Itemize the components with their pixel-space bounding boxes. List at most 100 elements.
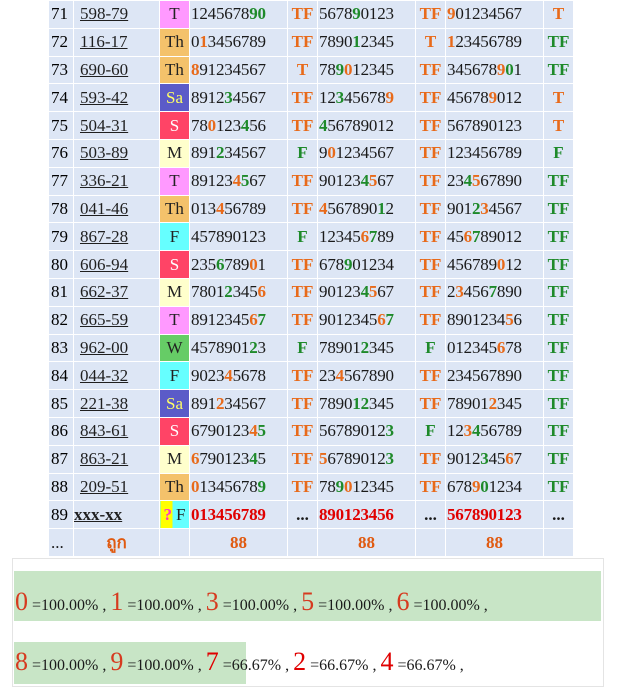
percent-digit: 3 [205, 587, 219, 616]
digit-set-2: 567890123 [317, 0, 416, 29]
tf-flag-3: TF [543, 277, 574, 307]
digit-set-2: 456789012 [317, 194, 416, 224]
result-code[interactable]: 863-21 [73, 444, 160, 474]
percent-value: =100.00% [123, 657, 198, 674]
digit-set-2: 789012345 [317, 333, 416, 363]
result-code[interactable]: 504-31 [73, 111, 160, 140]
tf-flag-1: TF [287, 277, 318, 307]
result-code[interactable]: 665-59 [73, 305, 160, 335]
row-number: 87 [48, 444, 74, 474]
row-number: 83 [48, 333, 74, 363]
digit-set-2: 678901234 [317, 250, 416, 279]
tf-flag-1: TF [287, 444, 318, 474]
digit-set-3: 678901234 [445, 472, 544, 502]
prediction-row: 89 xxx-xx? F 013456789... 890123456... 567890… [48, 500, 574, 530]
digit-set-1: 124567890 [189, 0, 288, 29]
row-number: 88 [48, 472, 74, 502]
result-code[interactable]: 044-32 [73, 361, 160, 391]
result-code[interactable]: 116-17 [73, 27, 160, 57]
result-code[interactable]: 606-94 [73, 250, 160, 279]
digit-set-3: 456789012 [445, 250, 544, 279]
result-code[interactable]: 598-79 [73, 0, 160, 29]
tf-flag-1: TF [287, 83, 318, 113]
tf-flag-2: TF [415, 166, 446, 196]
tf-flag-1: TF [287, 250, 318, 279]
digit-set-1: 679012345 [189, 416, 288, 446]
table-row: 83 962-00 W 457890123 F 789012345 F 012345678 TF [48, 333, 574, 363]
percent-digit: 0 [15, 587, 28, 616]
percent-separator: , [102, 657, 111, 674]
digit-set-1: 891234567 [189, 305, 288, 335]
day-badge: F [159, 361, 190, 391]
result-code[interactable]: 041-46 [73, 194, 160, 224]
percent-value: =100.00% [123, 597, 198, 614]
tf-flag-3: TF [543, 27, 574, 57]
digit-set-2: 789012345 [317, 472, 416, 502]
day-badge: Th [159, 194, 190, 224]
percentage-line-2: 8 =100.00% , 9 =100.00% , 7 =66.67% , 2 … [15, 647, 464, 677]
summary-empty [415, 528, 446, 557]
summary-count-2: 88 [317, 528, 416, 557]
result-code[interactable]: 209-51 [73, 472, 160, 502]
summary-count-1: 88 [189, 528, 288, 557]
percent-value: =100.00% [28, 657, 103, 674]
tf-flag-1: F [287, 222, 318, 252]
tf-flag-2: TF [415, 194, 446, 224]
result-code[interactable]: 336-21 [73, 166, 160, 196]
digit-set-2: 789012345 [317, 27, 416, 57]
result-code[interactable]: 662-37 [73, 277, 160, 307]
summary-empty [543, 528, 574, 557]
results-table: 71 598-79 T 124567890 TF 567890123 TF 901234567… [48, 0, 574, 557]
tf-flag-2: TF [415, 250, 446, 279]
tf-flag-2: TF [415, 55, 446, 85]
day-badge: Th [159, 27, 190, 57]
digit-set-3: 123456789 [445, 416, 544, 446]
day-badge: T [159, 305, 190, 335]
tf-flag-3: TF [543, 361, 574, 391]
percent-separator: , [285, 657, 294, 674]
tf-flag-1: TF [287, 111, 318, 140]
percent-separator: , [197, 597, 206, 614]
digit-set-2: 456789012 [317, 111, 416, 140]
day-badge: S [159, 416, 190, 446]
tf-flag-1: F [287, 333, 318, 363]
result-code[interactable]: 867-28 [73, 222, 160, 252]
tf-flag-3: TF [543, 222, 574, 252]
tf-flag-3: TF [543, 472, 574, 502]
day-badge: S [159, 250, 190, 279]
summary-count-3: 88 [445, 528, 544, 557]
result-code[interactable]: 843-61 [73, 416, 160, 446]
tf-flag-1: TF [287, 0, 318, 29]
results-table-body: 71 598-79 T 124567890 TF 567890123 TF 901234567… [48, 0, 574, 557]
tf-flag-3: TF [543, 333, 574, 363]
row-number: 71 [48, 0, 74, 29]
day-badge: T [159, 0, 190, 29]
result-code[interactable]: 690-60 [73, 55, 160, 85]
highlight-band-line1 [14, 571, 601, 621]
day-badge: ? F [159, 500, 190, 530]
percent-digit: 5 [301, 587, 315, 616]
result-code[interactable]: 221-38 [73, 389, 160, 418]
row-number: 79 [48, 222, 74, 252]
percent-separator: , [293, 597, 302, 614]
tf-flag-3: T [543, 111, 574, 140]
tf-flag-1: TF [287, 305, 318, 335]
table-row: 75 504-31 S 780123456 TF 456789012 TF 567890123… [48, 111, 574, 140]
tf-flag-2: TF [415, 111, 446, 140]
row-number: 73 [48, 55, 74, 85]
tf-flag-2: F [415, 416, 446, 446]
result-code[interactable]: 962-00 [73, 333, 160, 363]
table-row: 76 503-89 M 891234567 F 901234567 TF 123456789 F [48, 138, 574, 168]
tf-flag-1: TF [287, 27, 318, 57]
tf-flag-3: TF [543, 416, 574, 446]
digit-set-1: 013456789 [189, 27, 288, 57]
predicted-code[interactable]: xxx-xx [73, 500, 160, 530]
tf-flag-2: TF [415, 138, 446, 168]
digit-set-1: 679012345 [189, 444, 288, 474]
summary-label: ถูก [73, 528, 160, 557]
summary-empty [159, 528, 190, 557]
percent-value: =66.67% [393, 657, 460, 674]
percentage-line-1: 0 =100.00% , 1 =100.00% , 3 =100.00% , 5… [15, 587, 488, 617]
result-code[interactable]: 593-42 [73, 83, 160, 113]
result-code[interactable]: 503-89 [73, 138, 160, 168]
